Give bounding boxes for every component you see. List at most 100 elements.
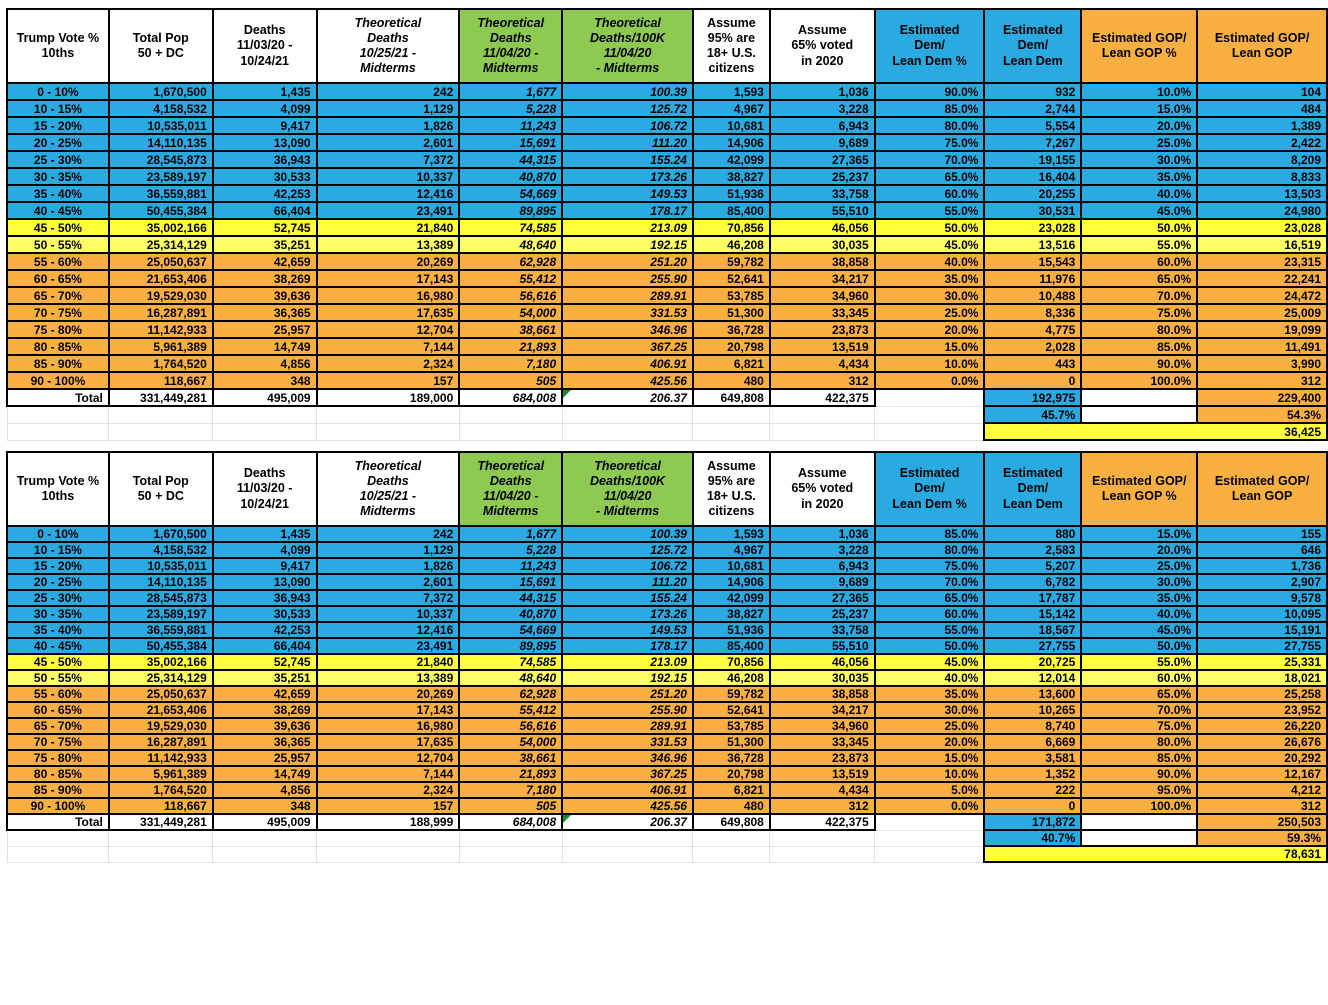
cell-est-gop[interactable]: 10,095 xyxy=(1196,605,1328,623)
cell-theoretical-deaths-100k[interactable]: 178.17 xyxy=(561,637,694,655)
cell-theoretical-deaths-pre-midterms[interactable]: 2,324 xyxy=(315,354,461,373)
cell-theoretical-deaths[interactable]: 15,691 xyxy=(458,573,564,591)
cell-total-pop[interactable]: 16,287,891 xyxy=(107,733,214,751)
cell-trump-vote-pct[interactable]: 45 - 50% xyxy=(6,218,110,237)
cell-trump-vote-pct[interactable]: 55 - 60% xyxy=(6,685,110,703)
cell-est-gop-pct[interactable]: 90.0% xyxy=(1080,354,1199,373)
cell-est-dem-pct[interactable]: 75.0% xyxy=(873,557,986,575)
cell-assume-18plus[interactable]: 6,821 xyxy=(691,781,771,799)
cell-est-gop-pct[interactable]: 100.0% xyxy=(1080,371,1199,390)
cell-total-pop[interactable]: 10,535,011 xyxy=(107,557,214,575)
cell-est-gop-pct[interactable]: 70.0% xyxy=(1080,286,1199,305)
cell-deaths[interactable]: 52,745 xyxy=(211,218,318,237)
cell-assume-voted[interactable]: 3,228 xyxy=(768,99,876,118)
cell-est-dem[interactable]: 27,755 xyxy=(983,637,1083,655)
cell-est-gop-pct[interactable]: 30.0% xyxy=(1080,150,1199,169)
cell-theoretical-deaths-100k[interactable]: 192.15 xyxy=(561,669,694,687)
cell-total-pop[interactable]: 21,653,406 xyxy=(107,269,214,288)
cell-est-dem-pct[interactable]: 75.0% xyxy=(873,133,986,152)
cell-assume-18plus[interactable]: 480 xyxy=(691,797,771,815)
cell-est-dem[interactable]: 13,600 xyxy=(983,685,1083,703)
header-est-gop-pct[interactable]: Estimated GOP/ Lean GOP % xyxy=(1080,451,1199,527)
cell-est-dem[interactable]: 19,155 xyxy=(983,150,1083,169)
cell-est-gop-pct[interactable]: 65.0% xyxy=(1080,685,1199,703)
cell-assume-18plus[interactable]: 38,827 xyxy=(691,167,771,186)
cell-assume-voted[interactable]: 34,217 xyxy=(768,701,876,719)
cell-deaths[interactable]: 35,251 xyxy=(211,235,318,254)
cell-theoretical-deaths[interactable]: 62,928 xyxy=(458,252,564,271)
header-assume-18plus[interactable]: Assume 95% are 18+ U.S. citizens xyxy=(691,8,771,84)
cell-est-gop-pct[interactable]: 80.0% xyxy=(1080,320,1199,339)
cell-est-gop-pct[interactable]: 75.0% xyxy=(1080,303,1199,322)
cell-trump-vote-pct[interactable]: 35 - 40% xyxy=(6,621,110,639)
cell-theoretical-deaths-100k[interactable]: 100.39 xyxy=(561,82,694,101)
cell-deaths[interactable]: 35,251 xyxy=(211,669,318,687)
cell-theoretical-deaths[interactable]: 54,669 xyxy=(458,621,564,639)
cell-total-pop[interactable]: 11,142,933 xyxy=(107,320,214,339)
cell-deaths[interactable]: 14,749 xyxy=(211,765,318,783)
cell-est-gop-pct[interactable]: 35.0% xyxy=(1080,167,1199,186)
cell-assume-18plus[interactable]: 46,208 xyxy=(691,669,771,687)
cell-theoretical-deaths-pre-midterms[interactable]: 13,389 xyxy=(315,669,461,687)
cell-total-pop[interactable]: 50,455,384 xyxy=(107,201,214,220)
cell-assume-18plus[interactable]: 1,593 xyxy=(691,525,771,543)
cell-est-gop[interactable]: 27,755 xyxy=(1196,637,1328,655)
header-theoretical-deaths-100k[interactable]: Theoretical Deaths/100K 11/04/20 - Midte… xyxy=(561,451,694,527)
cell-est-dem-pct[interactable]: 45.0% xyxy=(873,235,986,254)
cell-trump-vote-pct[interactable]: 60 - 65% xyxy=(6,701,110,719)
cell-est-dem-pct[interactable]: 0.0% xyxy=(873,797,986,815)
cell-est-gop[interactable]: 20,292 xyxy=(1196,749,1328,767)
cell-est-gop[interactable]: 155 xyxy=(1196,525,1328,543)
total-est-gop[interactable]: 229,400 xyxy=(1196,388,1328,407)
cell-deaths[interactable]: 42,253 xyxy=(211,184,318,203)
cell-theoretical-deaths[interactable]: 74,585 xyxy=(458,218,564,237)
cell-theoretical-deaths[interactable]: 40,870 xyxy=(458,605,564,623)
cell-est-dem[interactable]: 6,669 xyxy=(983,733,1083,751)
cell-est-gop[interactable]: 25,009 xyxy=(1196,303,1328,322)
cell-trump-vote-pct[interactable]: 30 - 35% xyxy=(6,167,110,186)
cell-assume-18plus[interactable]: 36,728 xyxy=(691,749,771,767)
cell-est-dem[interactable]: 30,531 xyxy=(983,201,1083,220)
total-assume-voted[interactable]: 422,375 xyxy=(768,388,876,407)
cell-est-dem[interactable]: 20,255 xyxy=(983,184,1083,203)
cell-trump-vote-pct[interactable]: 90 - 100% xyxy=(6,797,110,815)
cell-trump-vote-pct[interactable]: 10 - 15% xyxy=(6,99,110,118)
cell-assume-18plus[interactable]: 20,798 xyxy=(691,765,771,783)
cell-est-gop[interactable]: 2,907 xyxy=(1196,573,1328,591)
cell-deaths[interactable]: 4,099 xyxy=(211,99,318,118)
cell-est-gop-pct[interactable]: 25.0% xyxy=(1080,133,1199,152)
cell-est-dem-pct[interactable]: 30.0% xyxy=(873,701,986,719)
cell-theoretical-deaths-100k[interactable]: 106.72 xyxy=(561,116,694,135)
cell-est-gop[interactable]: 25,258 xyxy=(1196,685,1328,703)
cell-theoretical-deaths[interactable]: 38,661 xyxy=(458,749,564,767)
cell-trump-vote-pct[interactable]: 90 - 100% xyxy=(6,371,110,390)
cell-theoretical-deaths-pre-midterms[interactable]: 1,826 xyxy=(315,557,461,575)
cell-assume-voted[interactable]: 13,519 xyxy=(768,765,876,783)
cell-est-gop[interactable]: 23,028 xyxy=(1196,218,1328,237)
cell-est-dem[interactable]: 15,142 xyxy=(983,605,1083,623)
cell-trump-vote-pct[interactable]: 80 - 85% xyxy=(6,337,110,356)
cell-est-gop-pct[interactable]: 30.0% xyxy=(1080,573,1199,591)
cell-deaths[interactable]: 1,435 xyxy=(211,82,318,101)
cell-assume-18plus[interactable]: 480 xyxy=(691,371,771,390)
cell-est-gop-pct[interactable]: 20.0% xyxy=(1080,116,1199,135)
cell-assume-voted[interactable]: 23,873 xyxy=(768,749,876,767)
cell-est-dem-pct[interactable]: 70.0% xyxy=(873,573,986,591)
cell-assume-voted[interactable]: 38,858 xyxy=(768,685,876,703)
cell-total-pop[interactable]: 4,158,532 xyxy=(107,99,214,118)
cell-trump-vote-pct[interactable]: 50 - 55% xyxy=(6,235,110,254)
cell-est-gop-pct[interactable]: 95.0% xyxy=(1080,781,1199,799)
cell-theoretical-deaths-100k[interactable]: 425.56 xyxy=(561,371,694,390)
cell-est-dem-pct[interactable]: 65.0% xyxy=(873,167,986,186)
cell-trump-vote-pct[interactable]: 0 - 10% xyxy=(6,525,110,543)
cell-theoretical-deaths[interactable]: 5,228 xyxy=(458,99,564,118)
cell-est-gop-pct[interactable]: 10.0% xyxy=(1080,82,1199,101)
total-theoretical-deaths-pre-midterms[interactable]: 188,999 xyxy=(315,813,461,831)
cell-est-gop[interactable]: 12,167 xyxy=(1196,765,1328,783)
cell-theoretical-deaths[interactable]: 55,412 xyxy=(458,701,564,719)
cell-theoretical-deaths[interactable]: 1,677 xyxy=(458,82,564,101)
cell-assume-18plus[interactable]: 70,856 xyxy=(691,218,771,237)
header-assume-voted[interactable]: Assume 65% voted in 2020 xyxy=(768,451,876,527)
cell-est-gop-pct[interactable]: 85.0% xyxy=(1080,749,1199,767)
cell-est-dem[interactable]: 5,554 xyxy=(983,116,1083,135)
